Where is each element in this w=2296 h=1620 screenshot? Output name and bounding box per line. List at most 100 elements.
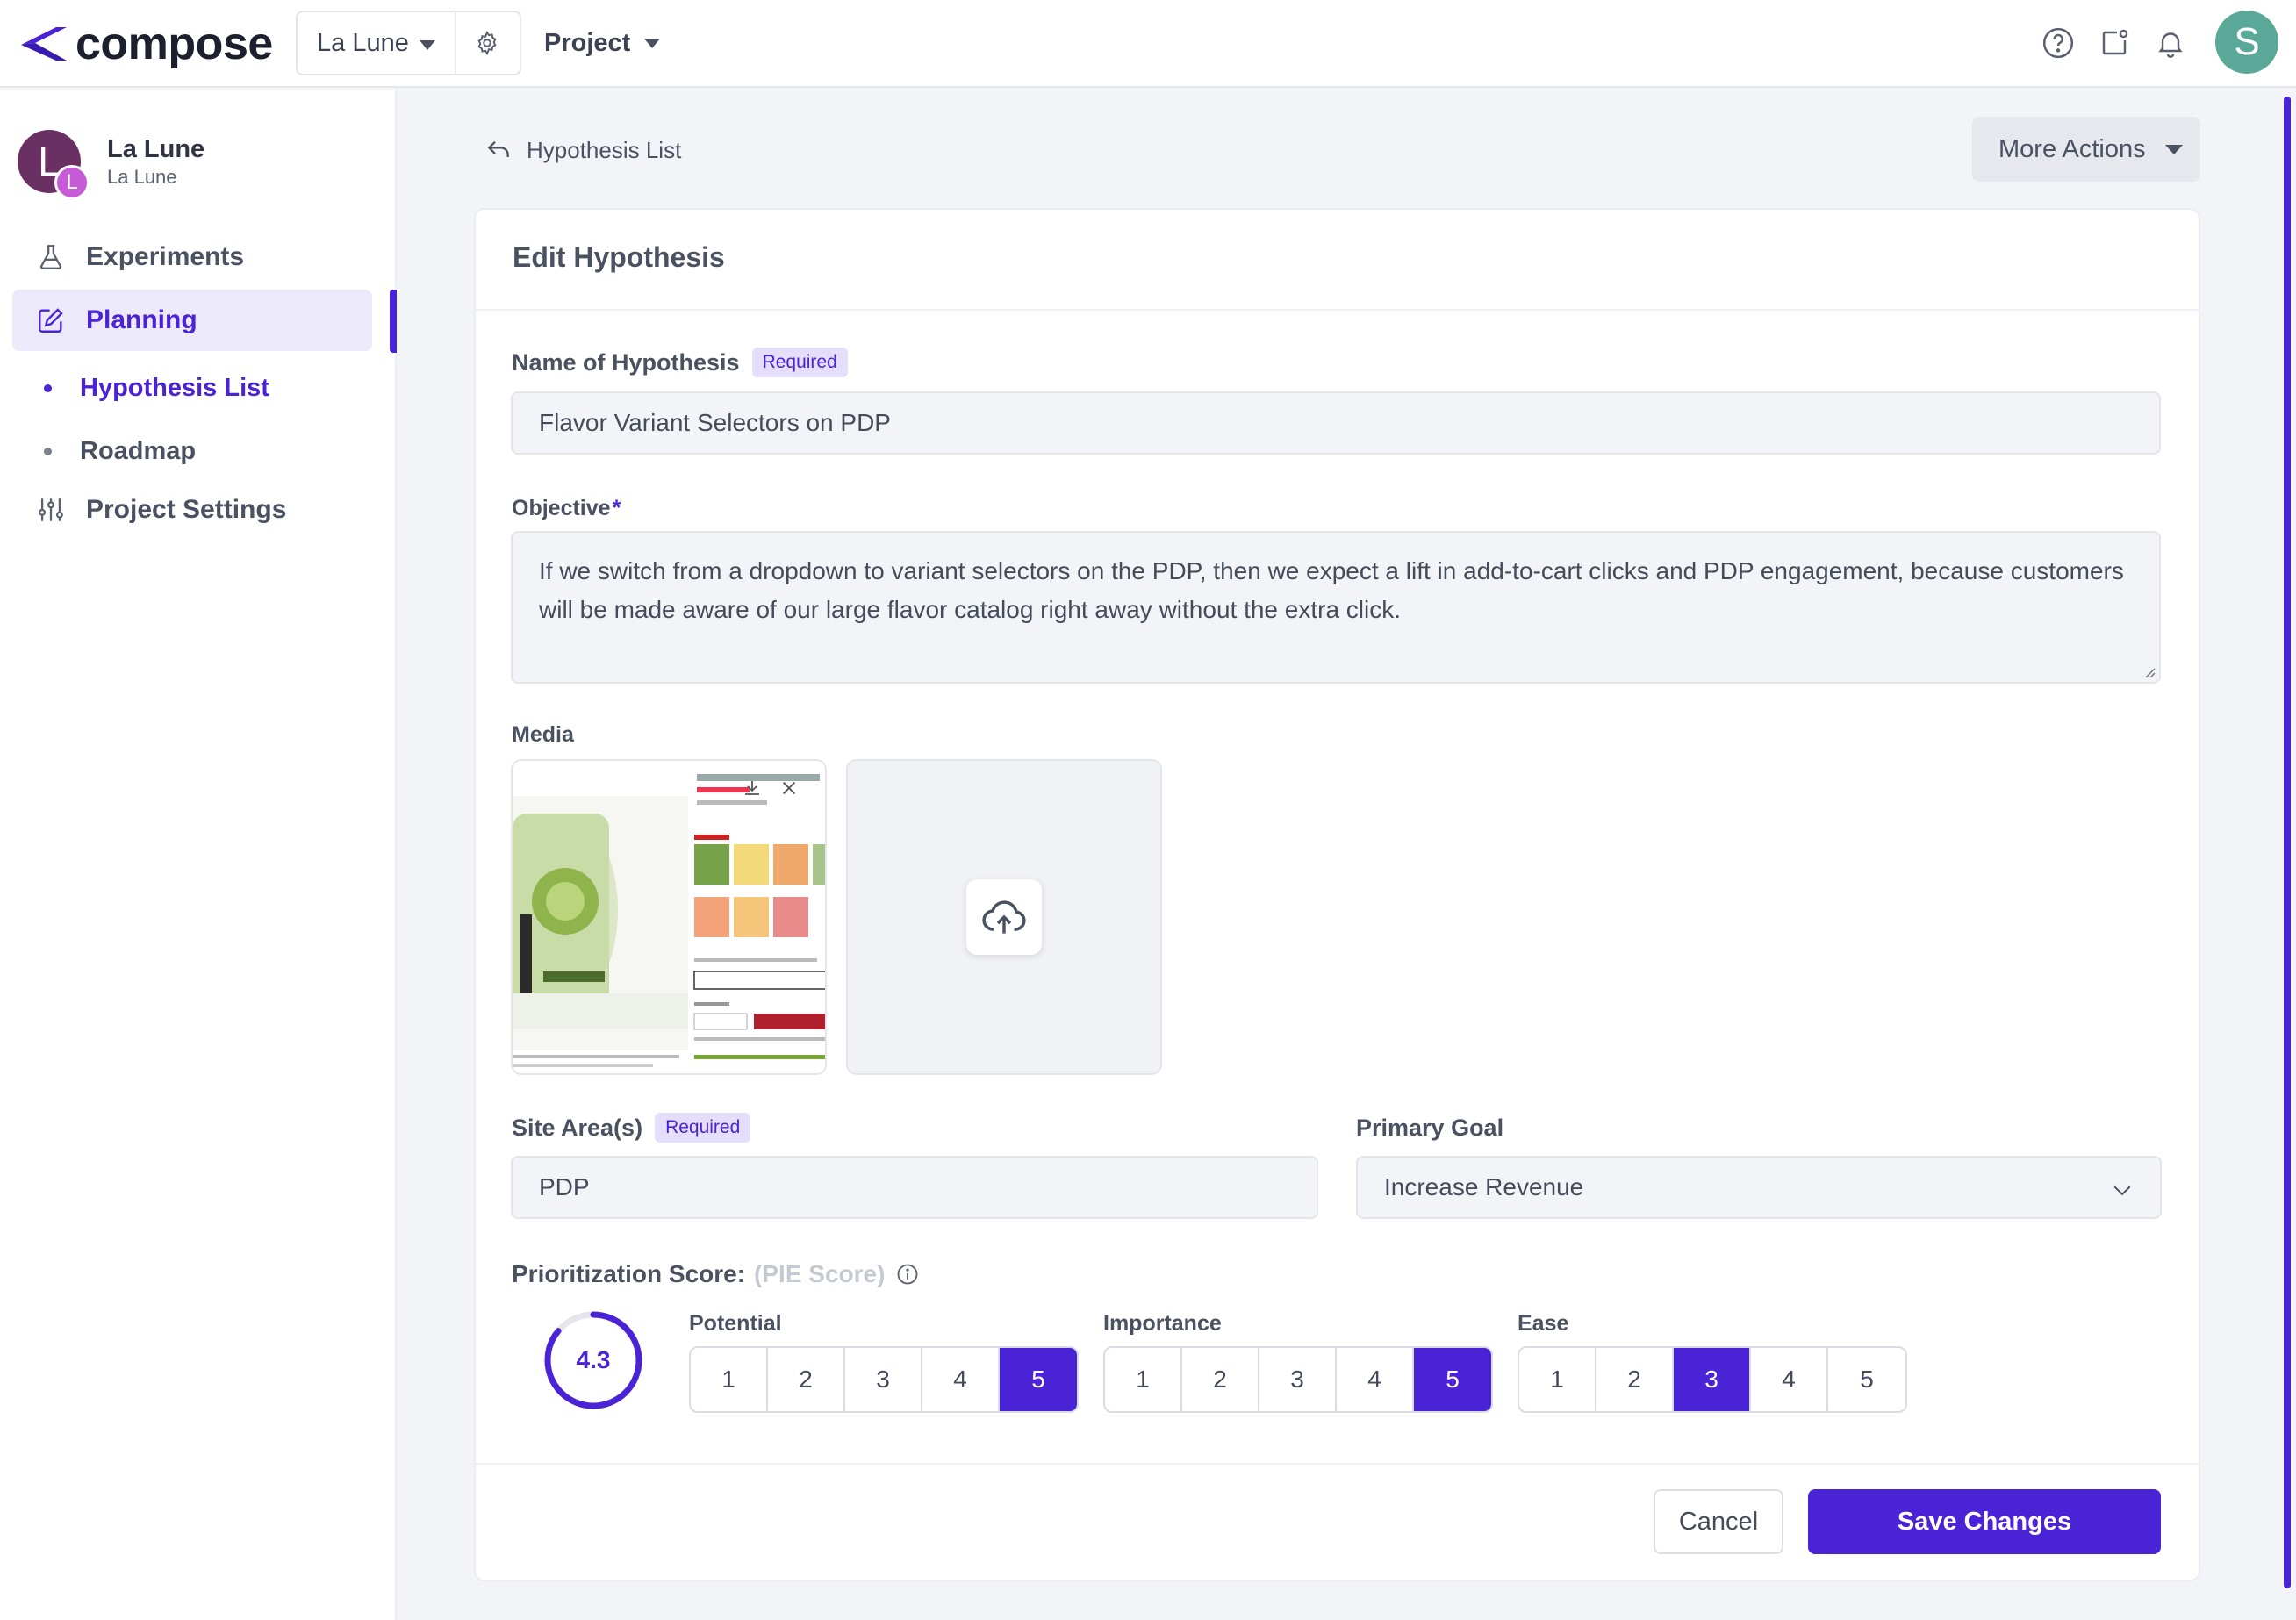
rating-option-5[interactable]: 5	[1000, 1348, 1077, 1411]
notifications-button[interactable]	[2152, 25, 2189, 61]
project-menu[interactable]: Project	[544, 11, 667, 75]
primary-goal-value: Increase Revenue	[1384, 1173, 1584, 1201]
card-title: Edit Hypothesis	[513, 241, 725, 273]
rating-option-3[interactable]: 3	[1259, 1348, 1337, 1411]
caret-down-icon	[420, 40, 435, 50]
download-icon	[745, 781, 759, 795]
cancel-button[interactable]: Cancel	[1654, 1489, 1783, 1554]
rating-option-4[interactable]: 4	[922, 1348, 1000, 1411]
info-icon[interactable]	[895, 1262, 920, 1287]
external-icon	[2102, 29, 2128, 55]
resize-handle-icon[interactable]	[2142, 664, 2156, 678]
org-badge-initial: L	[66, 170, 78, 194]
rating-option-2[interactable]: 2	[1596, 1348, 1674, 1411]
sidebar-subitem-label: Hypothesis List	[80, 373, 269, 402]
required-star: *	[612, 496, 621, 520]
sidebar-subitem-roadmap[interactable]: Roadmap	[44, 428, 196, 474]
top-bar: compose La Lune Project S	[0, 0, 2296, 88]
rating-option-5[interactable]: 5	[1860, 1366, 1874, 1393]
bell-icon	[2158, 32, 2183, 58]
required-badge: Required	[751, 348, 848, 377]
workspace-settings-button[interactable]	[455, 11, 521, 75]
media-label: Media	[512, 722, 574, 748]
rating-option-3[interactable]: 3	[1674, 1348, 1751, 1411]
sidebar-item-label: Planning	[86, 305, 197, 334]
user-initial: S	[2234, 20, 2260, 63]
project-menu-label: Project	[544, 28, 631, 57]
score-label-text: Prioritization Score:	[512, 1260, 746, 1287]
rating-option-1[interactable]: 1	[1519, 1348, 1596, 1411]
scrollbar[interactable]	[2284, 97, 2291, 1588]
sidebar-item-experiments[interactable]: Experiments	[12, 226, 372, 288]
name-label-text: Name of Hypothesis	[512, 348, 740, 376]
workspace-select[interactable]: La Lune	[296, 11, 456, 75]
download-button[interactable]	[739, 775, 765, 801]
sidebar-item-label: Experiments	[86, 242, 245, 271]
rating-option-4[interactable]: 4	[1337, 1348, 1414, 1411]
logo-mark-icon	[21, 27, 67, 61]
breadcrumb[interactable]: Hypothesis List	[484, 132, 681, 168]
ease-label: Ease	[1518, 1311, 1569, 1336]
org-switcher[interactable]: L L La Lune La Lune	[18, 126, 205, 200]
rating-option-3[interactable]: 3	[845, 1348, 922, 1411]
prioritization-score-label: Prioritization Score: (PIE Score)	[512, 1260, 920, 1288]
close-icon	[782, 781, 796, 795]
sidebar-item-planning[interactable]: Planning	[12, 290, 372, 351]
site-area-label-text: Site Area(s)	[512, 1114, 643, 1141]
more-actions-label: More Actions	[1998, 134, 2146, 163]
user-avatar[interactable]: S	[2215, 11, 2278, 74]
objective-label-text: Objective	[512, 496, 611, 520]
rating-option-1[interactable]: 1	[691, 1348, 768, 1411]
primary-goal-label: Primary Goal	[1356, 1115, 1503, 1142]
hypothesis-name-input[interactable]: Flavor Variant Selectors on PDP	[511, 391, 2161, 455]
upload-button[interactable]	[966, 879, 1042, 955]
pie-score-label: (PIE Score)	[754, 1260, 886, 1287]
help-icon	[2042, 27, 2074, 59]
rating-option-1[interactable]: 1	[1105, 1348, 1182, 1411]
rating-option-4[interactable]: 4	[1751, 1348, 1828, 1411]
score-value: 4.3	[576, 1346, 611, 1373]
logo-text: compose	[75, 18, 273, 69]
sidebar-item-label: Project Settings	[86, 495, 287, 524]
site-area-label: Site Area(s) Required	[512, 1113, 751, 1143]
cancel-label: Cancel	[1678, 1507, 1759, 1536]
objective-textarea[interactable]: If we switch from a dropdown to variant …	[511, 531, 2161, 684]
objective-value: If we switch from a dropdown to variant …	[539, 557, 2124, 623]
primary-goal-select[interactable]: Increase Revenue	[1356, 1156, 2162, 1219]
announcements-button[interactable]	[2096, 25, 2133, 61]
help-button[interactable]	[2040, 25, 2077, 61]
back-arrow-icon	[484, 136, 513, 164]
site-area-value: PDP	[539, 1173, 590, 1201]
sidebar-item-project-settings[interactable]: Project Settings	[12, 479, 372, 541]
media-upload-dropzone[interactable]	[846, 759, 1162, 1075]
score-ring	[544, 1311, 642, 1409]
caret-down-icon	[644, 39, 660, 48]
org-name: La Lune	[107, 134, 205, 163]
card-header: Edit Hypothesis	[476, 210, 2199, 311]
chevron-down-icon	[2113, 1186, 2131, 1196]
primary-goal-label-text: Primary Goal	[1356, 1115, 1504, 1141]
org-badge: L	[54, 165, 90, 200]
bullet-dot	[44, 447, 52, 455]
rating-option-2[interactable]: 2	[768, 1348, 845, 1411]
sidebar: L L La Lune La Lune Experiments Planning	[0, 90, 397, 1620]
breadcrumb-label: Hypothesis List	[527, 136, 682, 163]
compose-logo[interactable]: compose	[16, 18, 273, 70]
media-thumbnail[interactable]	[511, 759, 827, 1075]
flask-icon	[33, 240, 68, 275]
more-actions-button[interactable]: More Actions	[1972, 117, 2200, 182]
remove-media-button[interactable]	[776, 775, 802, 801]
rating-option-2[interactable]: 2	[1182, 1348, 1259, 1411]
save-changes-button[interactable]: Save Changes	[1808, 1489, 2161, 1554]
potential-label: Potential	[689, 1311, 782, 1336]
sidebar-subitem-hypothesis-list[interactable]: Hypothesis List	[44, 365, 269, 411]
site-area-input[interactable]: PDP	[511, 1156, 1318, 1219]
caret-down-icon	[2165, 145, 2183, 154]
required-badge: Required	[655, 1113, 751, 1143]
product-screenshot-image	[513, 761, 825, 1073]
rating-option-5[interactable]: 5	[1414, 1348, 1491, 1411]
active-indicator	[390, 290, 397, 353]
hypothesis-name-value: Flavor Variant Selectors on PDP	[539, 409, 891, 436]
